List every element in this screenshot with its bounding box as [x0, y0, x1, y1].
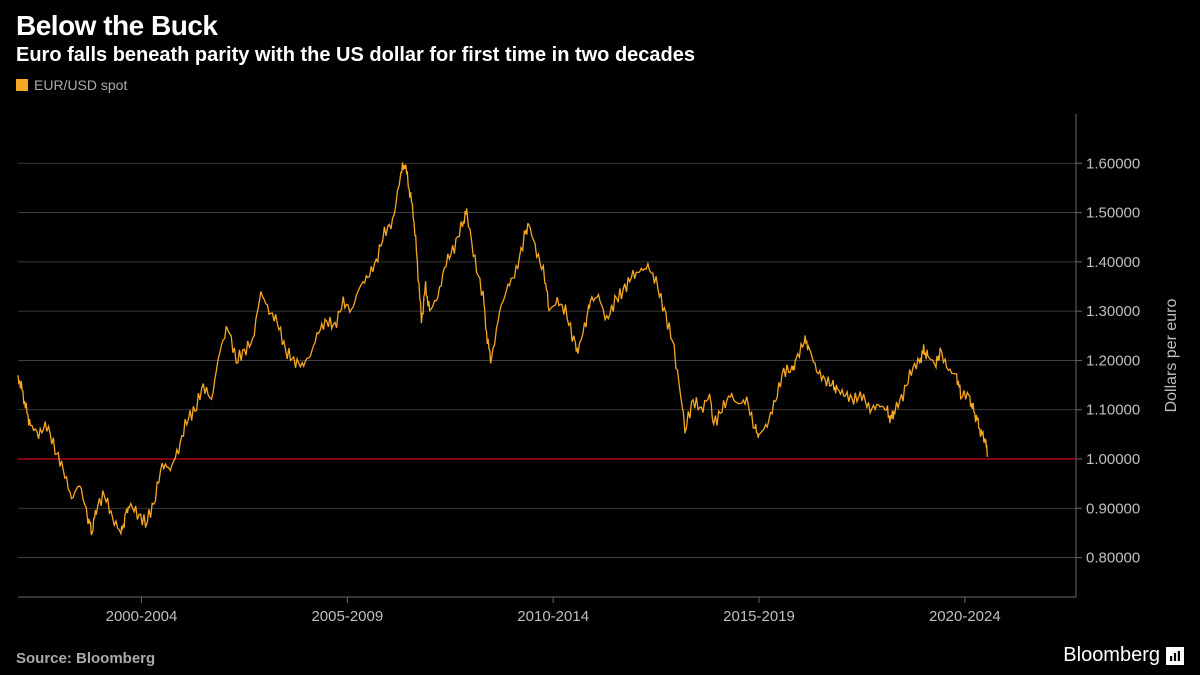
svg-text:1.00000: 1.00000 [1086, 451, 1140, 468]
svg-text:1.40000: 1.40000 [1086, 254, 1140, 271]
chart-subtitle: Euro falls beneath parity with the US do… [16, 44, 1184, 67]
brand-icon [1166, 647, 1184, 665]
chart-svg: 0.80000 0.90000 1.00000 1.10000 1.20000 1.300… [16, 108, 1184, 637]
svg-text:0.90000: 0.90000 [1086, 500, 1140, 517]
svg-text:2000-2004: 2000-2004 [106, 608, 178, 625]
chart-title: Below the Buck [16, 10, 1184, 42]
legend-label: EUR/USD spot [34, 77, 127, 93]
svg-text:1.50000: 1.50000 [1086, 205, 1140, 222]
chart-footer: Source: Bloomberg Bloomberg [16, 644, 1184, 667]
svg-text:1.10000: 1.10000 [1086, 402, 1140, 419]
svg-text:0.80000: 0.80000 [1086, 550, 1140, 567]
brand-logo: Bloomberg [1063, 644, 1184, 667]
chart-area: 0.80000 0.90000 1.00000 1.10000 1.20000 1.300… [16, 108, 1184, 637]
svg-text:2005-2009: 2005-2009 [311, 608, 383, 625]
brand-text: Bloomberg [1063, 644, 1160, 667]
svg-text:1.30000: 1.30000 [1086, 303, 1140, 320]
svg-text:1.20000: 1.20000 [1086, 352, 1140, 369]
legend-swatch [16, 79, 28, 91]
legend-item: EUR/USD spot [16, 77, 127, 93]
svg-text:2015-2019: 2015-2019 [723, 608, 795, 625]
svg-text:2020-2024: 2020-2024 [929, 608, 1001, 625]
svg-text:1.60000: 1.60000 [1086, 155, 1140, 172]
chart-legend: EUR/USD spot [0, 71, 1200, 96]
svg-text:Dollars per euro: Dollars per euro [1163, 298, 1180, 412]
svg-text:2010-2014: 2010-2014 [517, 608, 589, 625]
chart-header: Below the Buck Euro falls beneath parity… [0, 0, 1200, 71]
source-text: Source: Bloomberg [16, 650, 155, 667]
